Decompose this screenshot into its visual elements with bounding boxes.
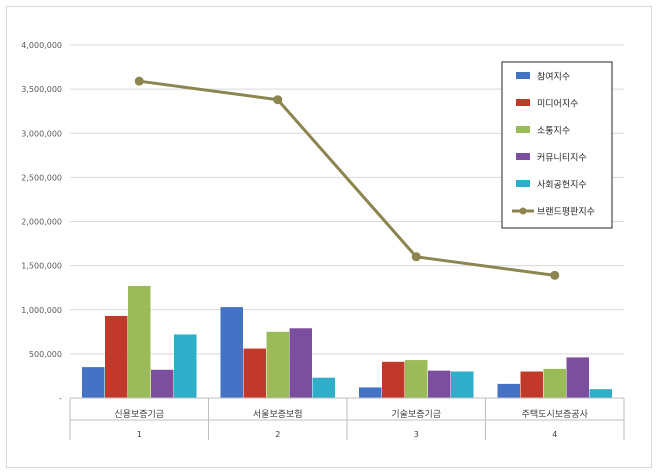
bar-소통지수-3 [405, 360, 428, 398]
category-number: 3 [414, 430, 419, 439]
legend-box [501, 61, 613, 229]
bar-소통지수-1 [128, 285, 151, 398]
y-tick-label: 500,000 [29, 350, 62, 359]
bar-커뮤니티지수-4 [566, 357, 589, 398]
bar-사회공헌지수-1 [174, 334, 197, 398]
bar-참여지수-2 [220, 307, 243, 398]
y-tick-label: 2,000,000 [21, 218, 62, 227]
legend-swatch-참여지수 [516, 72, 530, 79]
legend-label-미디어지수: 미디어지수 [537, 99, 578, 110]
y-tick-label: 3,000,000 [21, 129, 62, 138]
category-label: 서울보증보험 [253, 409, 303, 420]
y-tick-label: 1,500,000 [21, 262, 62, 271]
legend-label-사회공헌지수: 사회공헌지수 [537, 180, 587, 191]
category-number: 2 [275, 430, 280, 439]
legend-swatch-사회공헌지수 [516, 180, 530, 187]
bar-참여지수-4 [497, 383, 520, 398]
line-series [134, 76, 560, 280]
y-tick-label: 2,500,000 [21, 173, 62, 182]
x-axis: 신용보증기금 1 서울보증보험 2 기술보증기금 3 주택도시보증공사 4 [69, 397, 625, 440]
y-tick-label: 4,000,000 [21, 41, 62, 50]
bar-커뮤니티지수-1 [151, 369, 174, 398]
legend-swatch-미디어지수 [516, 99, 530, 106]
line-브랜드평판지수 [139, 79, 555, 277]
bar-사회공헌지수-3 [451, 371, 474, 398]
legend-label-커뮤니티지수: 커뮤니티지수 [537, 153, 587, 164]
y-tick-label: 1,000,000 [21, 306, 62, 315]
bar-series [82, 285, 612, 398]
bar-소통지수-2 [266, 331, 289, 398]
legend-swatch-소통지수 [516, 126, 530, 133]
bar-참여지수-1 [82, 367, 105, 398]
bar-미디어지수-3 [382, 361, 405, 398]
point-브랜드평판지수-1 [134, 76, 144, 86]
point-브랜드평판지수-3 [411, 252, 421, 262]
legend-marker-브랜드평판지수 [519, 207, 527, 215]
category-number: 1 [137, 430, 142, 439]
bar-사회공헌지수-4 [589, 389, 612, 398]
legend-label-참여지수: 참여지수 [537, 71, 570, 83]
y-tick-label: - [59, 394, 62, 403]
legend-swatch-커뮤니티지수 [516, 153, 530, 160]
y-tick-label: 3,500,000 [21, 85, 62, 94]
bar-미디어지수-1 [105, 315, 128, 398]
category-number: 4 [552, 430, 557, 439]
legend-label-소통지수: 소통지수 [537, 126, 570, 137]
point-브랜드평판지수-2 [273, 95, 283, 105]
point-브랜드평판지수-4 [550, 270, 560, 280]
bar-참여지수-3 [359, 387, 382, 398]
category-label: 신용보증기금 [114, 409, 164, 420]
category-label: 기술보증기금 [391, 409, 441, 420]
category-label: 주택도시보증공사 [522, 409, 589, 420]
legend-label-브랜드평판지수: 브랜드평판지수 [537, 207, 595, 218]
bar-미디어지수-2 [243, 348, 266, 398]
bar-미디어지수-4 [520, 371, 543, 398]
y-axis-tick-labels: - 500,000 1,000,000 1,500,000 2,000,000 2,500… [21, 41, 62, 403]
bar-커뮤니티지수-3 [428, 370, 451, 398]
bar-사회공헌지수-2 [312, 377, 335, 398]
bar-소통지수-4 [543, 368, 566, 398]
bar-커뮤니티지수-2 [289, 328, 312, 398]
